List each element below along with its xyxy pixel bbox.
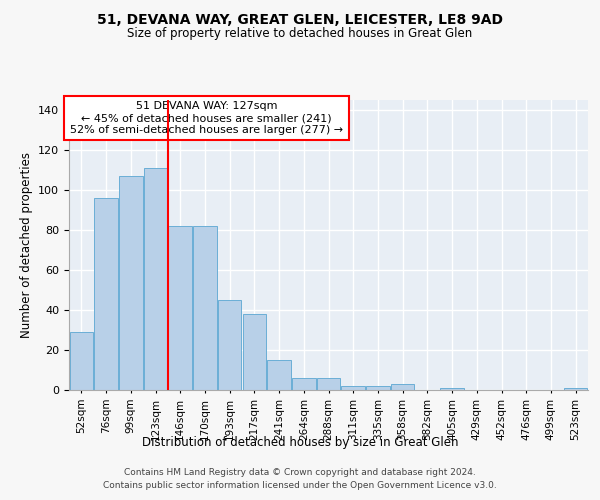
Bar <box>218 300 241 390</box>
Bar <box>564 388 587 390</box>
Text: 51, DEVANA WAY, GREAT GLEN, LEICESTER, LE8 9AD: 51, DEVANA WAY, GREAT GLEN, LEICESTER, L… <box>97 12 503 26</box>
Bar <box>119 176 143 390</box>
Text: 51 DEVANA WAY: 127sqm
← 45% of detached houses are smaller (241)
52% of semi-det: 51 DEVANA WAY: 127sqm ← 45% of detached … <box>70 102 343 134</box>
Text: Distribution of detached houses by size in Great Glen: Distribution of detached houses by size … <box>142 436 458 449</box>
Bar <box>94 198 118 390</box>
Text: Contains HM Land Registry data © Crown copyright and database right 2024.: Contains HM Land Registry data © Crown c… <box>124 468 476 477</box>
Bar <box>317 378 340 390</box>
Text: Size of property relative to detached houses in Great Glen: Size of property relative to detached ho… <box>127 28 473 40</box>
Bar <box>144 168 167 390</box>
Bar <box>341 386 365 390</box>
Bar <box>366 386 389 390</box>
Y-axis label: Number of detached properties: Number of detached properties <box>20 152 32 338</box>
Bar <box>242 314 266 390</box>
Bar <box>440 388 464 390</box>
Bar <box>391 384 415 390</box>
Bar <box>169 226 192 390</box>
Bar <box>292 378 316 390</box>
Bar <box>268 360 291 390</box>
Bar <box>70 332 93 390</box>
Text: Contains public sector information licensed under the Open Government Licence v3: Contains public sector information licen… <box>103 480 497 490</box>
Bar <box>193 226 217 390</box>
